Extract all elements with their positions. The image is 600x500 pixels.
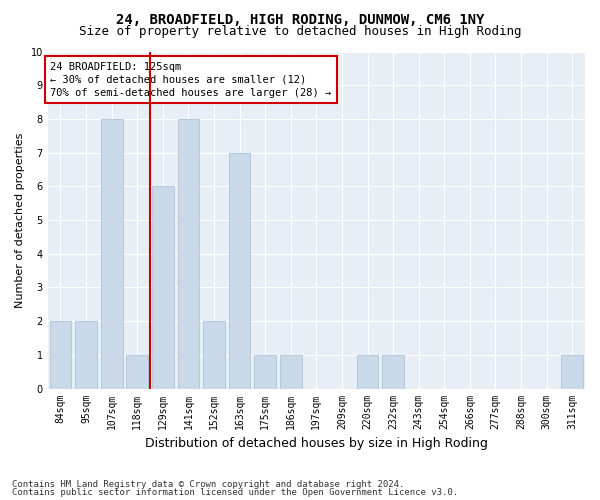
Bar bbox=[152, 186, 173, 388]
Bar bbox=[562, 355, 583, 388]
Bar bbox=[382, 355, 404, 388]
Bar bbox=[50, 321, 71, 388]
Text: 24, BROADFIELD, HIGH RODING, DUNMOW, CM6 1NY: 24, BROADFIELD, HIGH RODING, DUNMOW, CM6… bbox=[116, 12, 484, 26]
Bar bbox=[101, 119, 122, 388]
X-axis label: Distribution of detached houses by size in High Roding: Distribution of detached houses by size … bbox=[145, 437, 488, 450]
Text: Contains HM Land Registry data © Crown copyright and database right 2024.: Contains HM Land Registry data © Crown c… bbox=[12, 480, 404, 489]
Text: Contains public sector information licensed under the Open Government Licence v3: Contains public sector information licen… bbox=[12, 488, 458, 497]
Text: Size of property relative to detached houses in High Roding: Size of property relative to detached ho… bbox=[79, 25, 521, 38]
Bar bbox=[254, 355, 276, 388]
Bar bbox=[203, 321, 225, 388]
Bar bbox=[280, 355, 302, 388]
Text: 24 BROADFIELD: 125sqm
← 30% of detached houses are smaller (12)
70% of semi-deta: 24 BROADFIELD: 125sqm ← 30% of detached … bbox=[50, 62, 332, 98]
Y-axis label: Number of detached properties: Number of detached properties bbox=[15, 132, 25, 308]
Bar bbox=[356, 355, 379, 388]
Bar bbox=[127, 355, 148, 388]
Bar bbox=[178, 119, 199, 388]
Bar bbox=[75, 321, 97, 388]
Bar bbox=[229, 152, 250, 388]
